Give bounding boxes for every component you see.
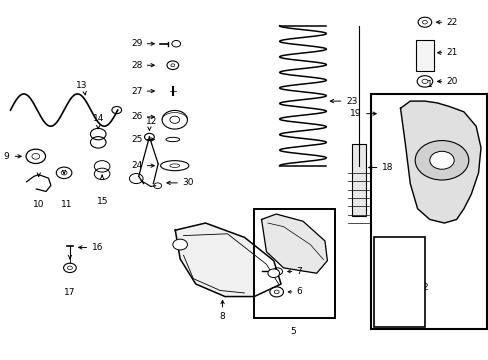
Text: 15: 15 [97,197,109,206]
Polygon shape [261,214,327,273]
Text: 10: 10 [33,200,44,209]
Polygon shape [400,101,480,223]
Text: 12: 12 [146,117,157,126]
Text: 26: 26 [131,112,142,121]
Bar [415,40,433,71]
Text: 24: 24 [131,161,142,170]
Text: 27: 27 [131,86,142,95]
Bar [370,94,487,329]
Text: 7: 7 [296,267,301,276]
Text: 20: 20 [446,77,457,86]
Text: 1: 1 [426,80,432,89]
Text: 9: 9 [4,152,9,161]
Text: 28: 28 [131,61,142,70]
Text: 8: 8 [219,312,225,321]
Text: 13: 13 [76,81,87,90]
Bar [351,144,366,216]
Text: 2: 2 [421,283,427,292]
Circle shape [172,239,187,250]
Text: 17: 17 [64,288,76,297]
Polygon shape [175,223,281,297]
Circle shape [414,140,468,180]
Text: 29: 29 [131,39,142,48]
Text: 21: 21 [446,48,457,57]
Text: 25: 25 [131,135,142,144]
Text: 16: 16 [92,243,103,252]
Text: 30: 30 [182,178,194,187]
Text: 19: 19 [349,109,361,118]
Bar [373,237,424,327]
Text: 23: 23 [345,96,357,105]
Bar [254,209,334,318]
Text: 22: 22 [446,18,457,27]
Circle shape [267,269,279,278]
Text: 6: 6 [296,287,301,296]
Text: 14: 14 [92,114,103,123]
Circle shape [429,151,453,169]
Text: 11: 11 [61,200,72,209]
Text: 18: 18 [381,163,393,172]
Text: 5: 5 [290,327,296,336]
Text: 3: 3 [418,299,424,308]
Text: 4: 4 [399,246,405,255]
